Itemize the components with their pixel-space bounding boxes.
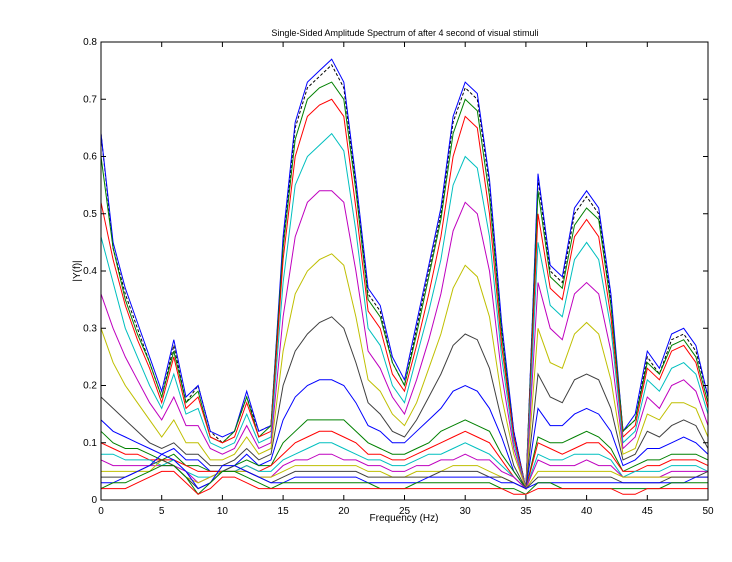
x-tick-label: 0 bbox=[98, 506, 104, 517]
series-line-3 bbox=[100, 81, 709, 489]
x-tick-label: 50 bbox=[702, 506, 714, 517]
series-line-7 bbox=[100, 253, 709, 489]
series-line-8 bbox=[100, 316, 709, 491]
x-tick-label: 20 bbox=[338, 506, 350, 517]
y-tick-label: 0.7 bbox=[83, 94, 97, 105]
y-tick-label: 0.5 bbox=[83, 209, 97, 220]
y-tick-label: 0.6 bbox=[83, 152, 97, 163]
tick-layer: 0 5 10 15 20 25 30 35 40 45 50 0 0.1 0.2 0.3 0.4 0.5 0.6 0… bbox=[83, 37, 714, 517]
x-tick-label: 30 bbox=[460, 506, 472, 517]
series-line-11 bbox=[100, 430, 709, 490]
series-line-12 bbox=[101, 442, 709, 490]
x-axis-label: Frequency (Hz) bbox=[370, 513, 439, 524]
y-tick-label: 0.4 bbox=[83, 266, 97, 277]
y-tick-label: 0 bbox=[91, 495, 97, 506]
x-tick-label: 40 bbox=[581, 506, 593, 517]
series-line-18 bbox=[101, 470, 708, 495]
x-tick-label: 25 bbox=[399, 506, 411, 517]
plot-area: 0 5 10 15 20 25 30 35 40 45 50 0 0.1 0.2 0.3 0.4 0.5 0.6 0… bbox=[83, 37, 714, 517]
x-tick-label: 45 bbox=[642, 506, 654, 517]
series-line-10 bbox=[100, 419, 709, 490]
x-tick-label: 15 bbox=[278, 506, 290, 517]
series-line-4 bbox=[100, 98, 709, 489]
y-tick-label: 0.3 bbox=[83, 323, 97, 334]
series-layer bbox=[100, 58, 709, 496]
axes-background bbox=[101, 42, 708, 500]
y-axis-label: |Y(f)| bbox=[72, 260, 83, 281]
x-tick-label: 10 bbox=[217, 506, 229, 517]
y-tick-label: 0.8 bbox=[83, 37, 97, 48]
x-tick-label: 35 bbox=[520, 506, 532, 517]
chart-title: Single-Sided Amplitude Spectrum of after… bbox=[271, 28, 538, 38]
series-line-16 bbox=[101, 453, 708, 490]
y-tick-label: 0.1 bbox=[83, 438, 97, 449]
series-line-6 bbox=[100, 190, 709, 489]
y-tick-label: 0.2 bbox=[83, 381, 97, 392]
series-line-5 bbox=[100, 132, 709, 489]
x-tick-label: 5 bbox=[159, 506, 165, 517]
series-line-2 bbox=[100, 58, 709, 489]
series-line-9 bbox=[100, 379, 709, 490]
